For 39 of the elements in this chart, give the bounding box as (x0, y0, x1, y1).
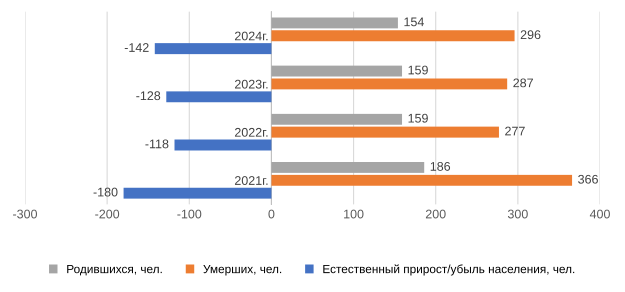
data-label: 154 (404, 18, 424, 26)
data-label: 287 (513, 78, 533, 88)
y-tick-label: 2021г. (234, 176, 268, 185)
bar (174, 140, 272, 150)
data-label: -128 (136, 91, 160, 100)
data-label: -118 (145, 139, 168, 148)
data-label: 277 (505, 126, 525, 136)
y-tick-label: 2022г. (234, 128, 268, 137)
legend-label: Родившихся, чел. (67, 264, 162, 276)
bar (271, 126, 499, 138)
data-label: 186 (430, 162, 450, 171)
data-label: 159 (408, 66, 428, 74)
y-tick-label: 2024г. (234, 32, 268, 40)
bar (271, 66, 402, 77)
data-label: 296 (520, 30, 540, 40)
x-tick-label: -300 (13, 210, 38, 218)
bar (271, 174, 572, 186)
bar (271, 162, 424, 173)
data-label: -180 (94, 188, 118, 197)
data-label: 366 (578, 174, 598, 184)
y-tick-label: 2023г. (234, 80, 268, 89)
x-tick-label: 300 (508, 210, 528, 218)
data-label: 159 (408, 114, 428, 123)
x-tick-label: 200 (426, 210, 446, 218)
bar (271, 17, 398, 28)
bar (166, 91, 272, 102)
bar (124, 188, 272, 199)
x-tick-label: 100 (344, 210, 364, 218)
x-tick-label: 0 (268, 210, 274, 218)
bar (271, 30, 515, 42)
data-label: -142 (124, 43, 149, 52)
x-tick-label: 400 (590, 210, 610, 218)
legend-label: Естественный прирост/убыль населения, чел. (323, 264, 574, 276)
bar (271, 78, 508, 90)
bar (154, 43, 272, 54)
x-tick-label: -100 (177, 210, 202, 218)
legend-label: Умерших, чел. (203, 264, 282, 276)
bar (271, 114, 402, 125)
x-tick-label: -200 (95, 210, 120, 218)
